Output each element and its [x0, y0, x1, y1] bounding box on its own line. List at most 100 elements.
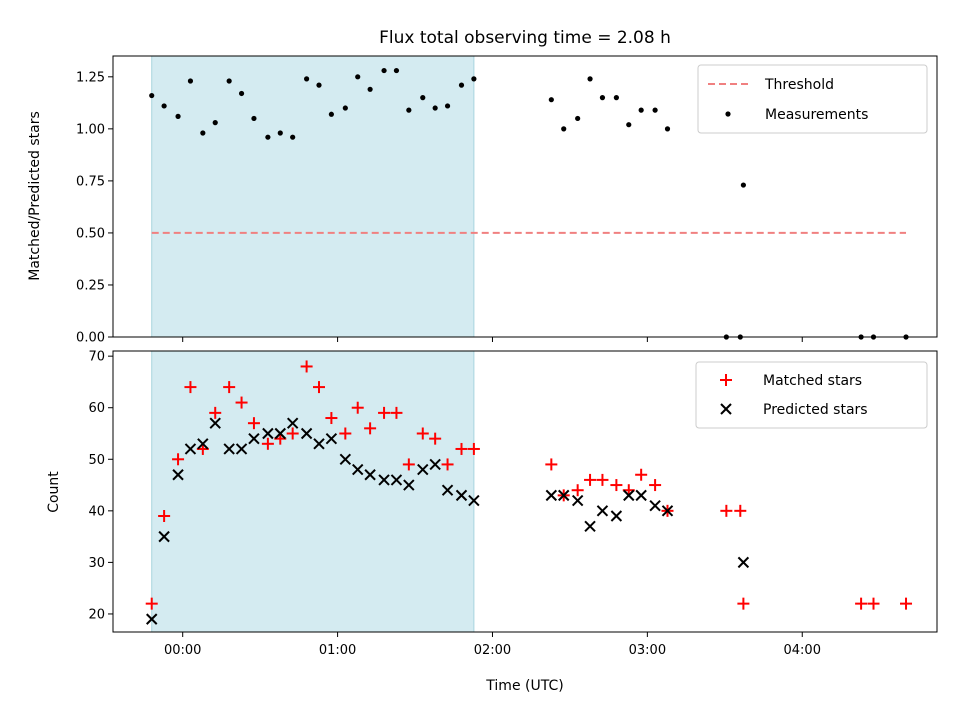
top-x-ticks [182, 337, 803, 342]
matched-star-point [545, 458, 558, 471]
legend-matched-swatch [720, 374, 732, 386]
matched-star-point [900, 597, 913, 610]
measurement-point [638, 107, 644, 113]
measurement-point [548, 97, 554, 103]
measurement-point [226, 78, 232, 84]
predicted-star-point [661, 505, 674, 517]
predicted-star-point [441, 484, 454, 496]
x-tick-label: 03:00 [629, 643, 666, 658]
measurement-point [342, 105, 348, 111]
predicted-star-point [584, 520, 596, 533]
top-y-ticks: 0.00 0.25 0.50 0.75 1.00 1.25 [76, 70, 113, 346]
predicted-star-point [172, 469, 184, 481]
matched-star-point [571, 484, 584, 497]
measurement-point [599, 95, 606, 101]
top-y-tick-label: 0.50 [76, 226, 105, 241]
matched-star-point [223, 381, 236, 394]
matched-star-point [286, 427, 299, 440]
bottom-highlight-span [151, 350, 475, 633]
predicted-star-point [610, 510, 623, 522]
predicted-stars-points [146, 417, 750, 625]
top-y-tick-label: 1.00 [76, 122, 105, 137]
legend-measurements-swatch [725, 111, 731, 117]
measurement-point [355, 74, 361, 80]
top-y-tick-label: 0.75 [76, 174, 105, 189]
bottom-legend: Matched stars Predicted stars [695, 361, 928, 429]
predicted-star-point [158, 530, 170, 543]
matched-star-point [737, 597, 750, 610]
top-legend: Threshold Measurements [697, 64, 928, 134]
predicted-star-point [146, 613, 158, 625]
measurement-point [381, 67, 387, 74]
matched-star-point [649, 479, 662, 492]
matched-star-point [364, 422, 377, 435]
legend-measurements-label: Measurements [765, 107, 868, 123]
x-tick-label: 04:00 [784, 643, 821, 658]
predicted-star-point [223, 443, 235, 455]
matched-star-point [300, 360, 313, 373]
matched-star-point [325, 412, 338, 425]
predicted-star-point [378, 474, 390, 486]
predicted-star-point [737, 556, 750, 569]
top-measurement-points [149, 67, 909, 340]
measurement-point [740, 182, 746, 188]
predicted-star-point [364, 469, 376, 481]
predicted-star-point [429, 458, 441, 471]
matched-star-point [378, 406, 391, 419]
predicted-star-point [571, 494, 584, 507]
top-panel: Flux total observing time = 2.08 h 0.000… [27, 28, 938, 346]
predicted-star-point [235, 443, 248, 455]
x-axis-label: Time (UTC) [485, 678, 563, 694]
chart-title: Flux total observing time = 2.08 h [379, 28, 671, 48]
measurement-point [444, 103, 451, 109]
predicted-star-point [417, 463, 429, 476]
measurement-point [161, 103, 167, 109]
legend-predicted-swatch [720, 403, 732, 415]
matched-star-point [390, 406, 403, 419]
matched-star-point [416, 427, 429, 440]
measurement-point [575, 115, 581, 122]
matched-star-point [209, 406, 222, 419]
matched-star-point [247, 417, 260, 430]
predicted-star-point [635, 489, 647, 502]
matched-star-point [351, 401, 364, 414]
measurement-point [420, 95, 426, 101]
matched-star-point [429, 432, 442, 445]
matched-star-point [855, 597, 868, 610]
predicted-star-point [545, 489, 558, 502]
matched-star-point [402, 458, 415, 471]
measurement-point [328, 111, 334, 117]
measurement-point [212, 120, 218, 126]
predicted-star-point [649, 499, 661, 512]
predicted-star-point [184, 443, 197, 455]
predicted-star-point [468, 494, 480, 507]
matched-star-point [184, 381, 197, 394]
measurement-point [664, 126, 671, 132]
matched-star-point [720, 504, 733, 517]
matched-star-point [467, 442, 480, 455]
measurement-point [406, 107, 412, 113]
matched-star-point [441, 458, 454, 471]
top-y-tick-label: 0.25 [76, 278, 105, 293]
matched-star-point [734, 504, 747, 517]
bottom-y-tick-label: 20 [88, 607, 105, 622]
measurement-point [251, 115, 257, 122]
measurement-point [200, 130, 206, 136]
matched-star-point [455, 442, 468, 455]
bottom-plot-frame [112, 350, 938, 633]
matched-star-point [261, 437, 274, 450]
top-legend-box [697, 64, 928, 134]
predicted-star-point [209, 417, 221, 429]
bottom-panel: 20 30 40 50 60 70 00:00 01:00 02:00 03:00 04:00 C… [46, 350, 938, 694]
matched-star-point [610, 479, 623, 492]
legend-predicted-label: Predicted stars [763, 402, 868, 418]
predicted-star-point [558, 489, 570, 502]
predicted-star-point [403, 479, 415, 491]
matched-star-point [584, 473, 597, 486]
measurement-point [149, 92, 155, 99]
measurement-point [265, 134, 271, 140]
bottom-y-axis-label: Count [46, 471, 62, 513]
predicted-star-point [262, 427, 274, 440]
measurement-point [432, 105, 438, 111]
